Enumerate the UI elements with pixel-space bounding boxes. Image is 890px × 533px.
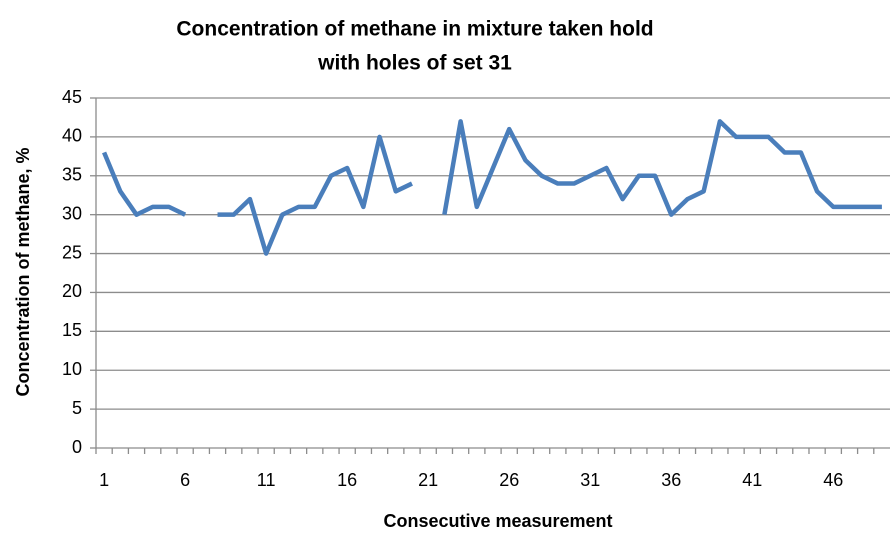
y-tick-label: 35	[62, 165, 82, 185]
y-tick-label: 25	[62, 242, 82, 262]
chart-title: with holes of set 31	[317, 52, 512, 75]
x-tick-label: 26	[499, 470, 519, 490]
x-tick-label: 16	[337, 470, 357, 490]
y-tick-label: 0	[72, 437, 82, 457]
y-tick-label: 40	[62, 126, 82, 146]
data-line	[102, 119, 882, 256]
y-tick-label: 45	[62, 87, 82, 107]
y-tick-label: 10	[62, 359, 82, 379]
x-tick-label: 6	[180, 470, 190, 490]
x-tick-label: 1	[99, 470, 109, 490]
x-tick-label: 31	[580, 470, 600, 490]
chart-title: Concentration of methane in mixture take…	[176, 18, 653, 41]
y-tick-label: 15	[62, 320, 82, 340]
x-tick-label: 41	[742, 470, 762, 490]
y-axis-title: Concentration of methane, %	[13, 147, 33, 396]
x-tick-label: 11	[257, 470, 276, 490]
x-tick-label: 36	[661, 470, 681, 490]
y-tick-label: 20	[62, 281, 82, 301]
x-tick-label: 21	[418, 470, 438, 490]
x-tick-label: 46	[823, 470, 843, 490]
y-tick-label: 5	[72, 398, 82, 418]
y-tick-label: 30	[62, 203, 82, 223]
x-axis-title: Consecutive measurement	[383, 511, 612, 531]
